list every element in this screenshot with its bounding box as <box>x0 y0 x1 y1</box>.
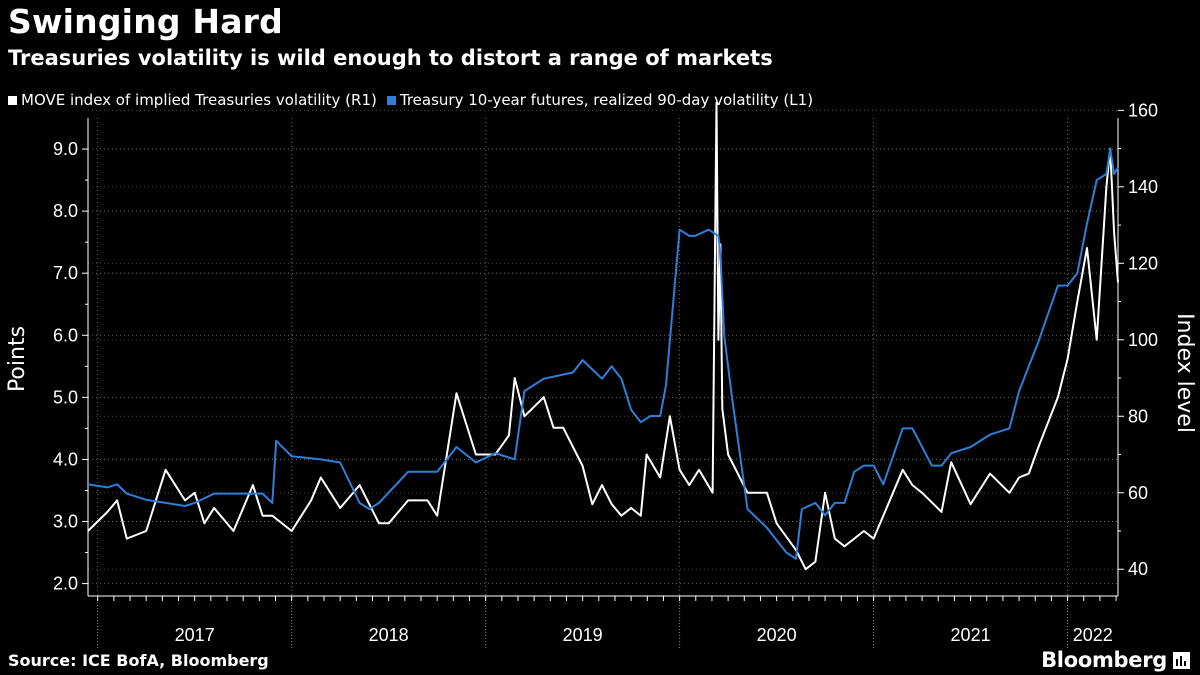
right-tick-label: 120 <box>1128 253 1158 273</box>
source-note: Source: ICE BofA, Bloomberg <box>8 651 269 670</box>
right-tick-label: 140 <box>1128 177 1158 197</box>
right-tick-label: 160 <box>1128 100 1158 120</box>
left-tick-label: 2.0 <box>53 574 78 594</box>
legend-swatch-treasury <box>386 95 396 105</box>
left-tick-label: 5.0 <box>53 387 78 407</box>
year-label: 2020 <box>757 625 797 645</box>
bloomberg-brand: Bloomberg <box>1041 648 1190 672</box>
right-tick-label: 40 <box>1128 559 1148 579</box>
legend-label-move: MOVE index of implied Treasuries volatil… <box>21 91 377 109</box>
year-label: 2017 <box>175 625 215 645</box>
legend-label-treasury: Treasury 10-year futures, realized 90-da… <box>399 91 814 109</box>
year-label: 2019 <box>563 625 603 645</box>
legend-swatch-move <box>8 95 17 105</box>
brand-name: Bloomberg <box>1041 648 1167 672</box>
year-label: 2018 <box>369 625 409 645</box>
bloomberg-logo-icon <box>1173 651 1190 669</box>
chart-title: Swinging Hard <box>8 2 283 41</box>
legend-item-treasury: Treasury 10-year futures, realized 90-da… <box>386 91 814 109</box>
year-label: 2021 <box>951 625 991 645</box>
left-tick-label: 4.0 <box>53 449 78 469</box>
series-line-move <box>87 101 1119 571</box>
legend: MOVE index of implied Treasuries volatil… <box>8 91 823 109</box>
left-axis-title: Points <box>5 326 30 392</box>
legend-item-move: MOVE index of implied Treasuries volatil… <box>8 91 377 109</box>
right-tick-label: 60 <box>1128 483 1148 503</box>
left-tick-label: 3.0 <box>53 512 78 532</box>
series-line-treasury <box>87 148 1119 560</box>
left-tick-label: 7.0 <box>53 263 78 283</box>
year-label: 2022 <box>1073 625 1113 645</box>
right-axis-title: Index level <box>1172 313 1197 433</box>
chart-subtitle: Treasuries volatility is wild enough to … <box>8 46 773 70</box>
left-tick-label: 6.0 <box>53 325 78 345</box>
right-tick-label: 80 <box>1128 406 1148 426</box>
left-tick-label: 8.0 <box>53 201 78 221</box>
right-tick-label: 100 <box>1128 330 1158 350</box>
left-tick-label: 9.0 <box>53 139 78 159</box>
